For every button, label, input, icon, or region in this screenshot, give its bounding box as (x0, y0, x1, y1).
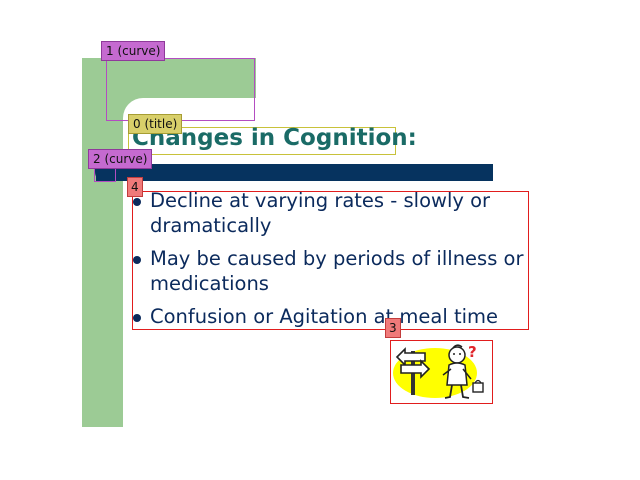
bullet-text: Decline at varying rates - slowly or dra… (150, 189, 491, 237)
rounded-corner-curve (123, 98, 143, 118)
blue-bar-curve (95, 168, 115, 182)
bullet-dot-icon (133, 198, 141, 206)
annotation-tag-clipart-3: 3 (385, 318, 401, 338)
clipart-image[interactable]: ? (390, 340, 493, 404)
question-mark-text: ? (468, 343, 477, 361)
annotation-tag-curve-1: 1 (curve) (101, 41, 166, 61)
blue-horizontal-bar (96, 164, 493, 181)
bullet-dot-icon (133, 314, 141, 322)
bullet-text: May be caused by periods of illness or m… (150, 247, 524, 295)
bullet-item[interactable]: May be caused by periods of illness or m… (133, 246, 528, 296)
bullet-item[interactable]: Decline at varying rates - slowly or dra… (133, 188, 528, 238)
annotation-tag-title-0: 0 (title) (128, 114, 183, 134)
title-bounding-box (128, 127, 396, 155)
green-top-band (82, 58, 256, 98)
annotation-tag-curve-2: 2 (curve) (88, 149, 153, 169)
curve-1-outline (106, 58, 255, 121)
confused-person-signpost-icon: ? (393, 343, 484, 399)
annotation-tag-bullets-4: 4 (127, 177, 143, 197)
green-vertical-band (82, 58, 123, 427)
bullet-item[interactable]: Confusion or Agitation at meal time (133, 304, 528, 329)
bullets-bounding-box (132, 191, 529, 330)
bullet-text: Confusion or Agitation at meal time (150, 305, 499, 328)
bullet-dot-icon (133, 256, 141, 264)
